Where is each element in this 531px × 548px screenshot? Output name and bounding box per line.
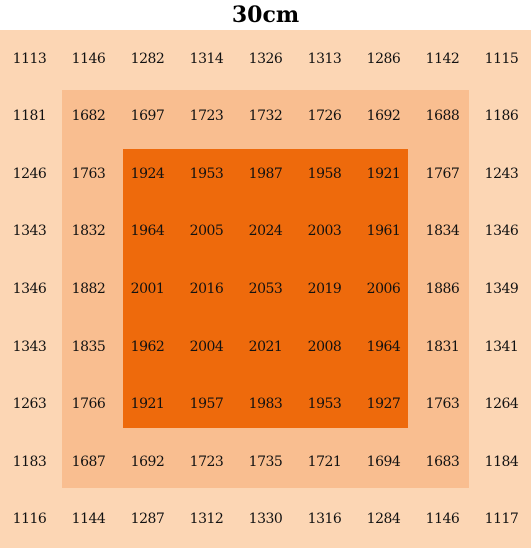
grid-cell: 1346 xyxy=(12,280,47,297)
grid-cell: 1763 xyxy=(71,165,106,182)
grid-cell: 1115 xyxy=(484,50,519,67)
grid-cell: 1264 xyxy=(484,396,519,413)
grid-cell: 1958 xyxy=(307,165,342,182)
grid-cell: 2024 xyxy=(248,223,283,240)
grid-cell: 1116 xyxy=(12,511,47,528)
grid-cell: 1688 xyxy=(425,108,460,125)
grid-cell: 1286 xyxy=(366,50,401,67)
grid-cell: 1694 xyxy=(366,453,401,470)
grid-cell: 1146 xyxy=(71,50,106,67)
grid-cell: 1343 xyxy=(12,338,47,355)
grid-cell: 1314 xyxy=(189,50,224,67)
grid-cell: 2003 xyxy=(307,223,342,240)
grid-cell: 1964 xyxy=(130,223,165,240)
grid-cell: 1924 xyxy=(130,165,165,182)
grid-cell: 1284 xyxy=(366,511,401,528)
grid-cell: 1835 xyxy=(71,338,106,355)
grid-cell: 2006 xyxy=(366,280,401,297)
grid-cell: 1243 xyxy=(484,165,519,182)
grid-cell: 1953 xyxy=(307,396,342,413)
inner-zone xyxy=(123,149,408,428)
grid-cell: 2001 xyxy=(130,280,165,297)
grid-cell: 1962 xyxy=(130,338,165,355)
grid-cell: 1113 xyxy=(12,50,47,67)
grid-cell: 2053 xyxy=(248,280,283,297)
grid-cell: 1886 xyxy=(425,280,460,297)
grid-cell: 1117 xyxy=(484,511,519,528)
grid-cell: 1953 xyxy=(189,165,224,182)
grid-cell: 1882 xyxy=(71,280,106,297)
grid-cell: 2005 xyxy=(189,223,224,240)
grid-cell: 1831 xyxy=(425,338,460,355)
grid-cell: 1341 xyxy=(484,338,519,355)
grid-cell: 1683 xyxy=(425,453,460,470)
grid-cell: 1763 xyxy=(425,396,460,413)
grid-cell: 1687 xyxy=(71,453,106,470)
grid-cell: 1682 xyxy=(71,108,106,125)
grid-cell: 1927 xyxy=(366,396,401,413)
grid-cell: 1287 xyxy=(130,511,165,528)
grid-cell: 1766 xyxy=(71,396,106,413)
grid-cell: 1721 xyxy=(307,453,342,470)
grid-cell: 1316 xyxy=(307,511,342,528)
grid-cell: 1692 xyxy=(366,108,401,125)
grid-cell: 1183 xyxy=(12,453,47,470)
grid-cell: 1964 xyxy=(366,338,401,355)
grid-cell: 1921 xyxy=(366,165,401,182)
grid-cell: 2008 xyxy=(307,338,342,355)
grid-cell: 2021 xyxy=(248,338,283,355)
grid-cell: 1343 xyxy=(12,223,47,240)
grid-cell: 1723 xyxy=(189,108,224,125)
grid-cell: 1326 xyxy=(248,50,283,67)
grid-cell: 1144 xyxy=(71,511,106,528)
grid-cell: 1697 xyxy=(130,108,165,125)
grid-cell: 1184 xyxy=(484,453,519,470)
grid-cell: 1957 xyxy=(189,396,224,413)
grid-cell: 1834 xyxy=(425,223,460,240)
value-grid: 1113 1146 1282 1314 1326 1313 1286 1142 1115 1181… xyxy=(0,30,531,548)
grid-cell: 1263 xyxy=(12,396,47,413)
grid-cell: 1142 xyxy=(425,50,460,67)
grid-cell: 1767 xyxy=(425,165,460,182)
grid-cell: 1961 xyxy=(366,223,401,240)
grid-cell: 1987 xyxy=(248,165,283,182)
grid-cell: 2016 xyxy=(189,280,224,297)
grid-cell: 1735 xyxy=(248,453,283,470)
grid-cell: 1692 xyxy=(130,453,165,470)
grid-cell: 1723 xyxy=(189,453,224,470)
grid-cell: 1832 xyxy=(71,223,106,240)
grid-cell: 1330 xyxy=(248,511,283,528)
grid-cell: 1181 xyxy=(12,108,47,125)
grid-cell: 1732 xyxy=(248,108,283,125)
grid-cell: 1146 xyxy=(425,511,460,528)
grid-cell: 2019 xyxy=(307,280,342,297)
grid-cell: 1186 xyxy=(484,108,519,125)
grid-cell: 1983 xyxy=(248,396,283,413)
grid-cell: 1312 xyxy=(189,511,224,528)
grid-title: 30cm xyxy=(231,2,300,28)
grid-cell: 1313 xyxy=(307,50,342,67)
grid-cell: 1282 xyxy=(130,50,165,67)
grid-cell: 1921 xyxy=(130,396,165,413)
grid-cell: 1349 xyxy=(484,280,519,297)
grid-cell: 2004 xyxy=(189,338,224,355)
grid-cell: 1726 xyxy=(307,108,342,125)
grid-cell: 1246 xyxy=(12,165,47,182)
grid-cell: 1346 xyxy=(484,223,519,240)
